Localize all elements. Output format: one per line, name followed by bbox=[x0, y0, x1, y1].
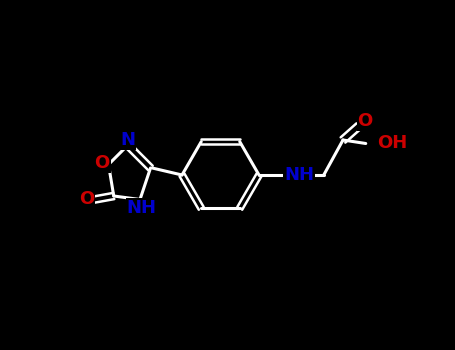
Text: O: O bbox=[95, 154, 110, 172]
Text: O: O bbox=[79, 190, 95, 209]
Text: N: N bbox=[120, 131, 135, 149]
Text: NH: NH bbox=[127, 199, 157, 217]
Text: OH: OH bbox=[377, 134, 407, 153]
Text: O: O bbox=[358, 112, 373, 130]
Text: NH: NH bbox=[284, 166, 314, 184]
